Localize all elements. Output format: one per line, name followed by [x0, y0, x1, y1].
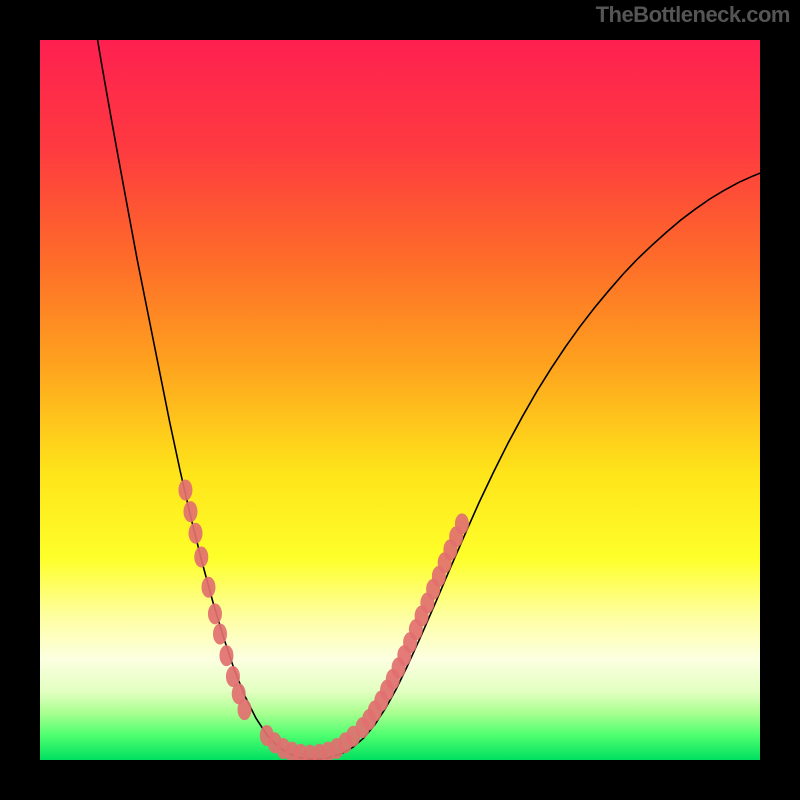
marker-dot [184, 502, 197, 522]
marker-dot [238, 700, 251, 720]
chart-svg [40, 40, 760, 760]
watermark-text: TheBottleneck.com [596, 2, 790, 28]
marker-dot [189, 523, 202, 543]
plot-area [40, 40, 760, 760]
marker-dot [214, 624, 227, 644]
marker-dot [179, 480, 192, 500]
marker-dot [195, 547, 208, 567]
marker-dot [202, 577, 215, 597]
marker-dot [220, 646, 233, 666]
marker-dot [208, 604, 221, 624]
marker-dot [455, 514, 468, 534]
